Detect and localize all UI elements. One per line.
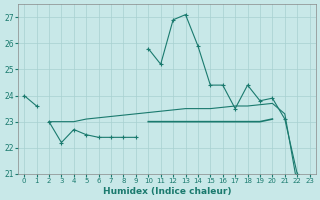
X-axis label: Humidex (Indice chaleur): Humidex (Indice chaleur) — [103, 187, 231, 196]
